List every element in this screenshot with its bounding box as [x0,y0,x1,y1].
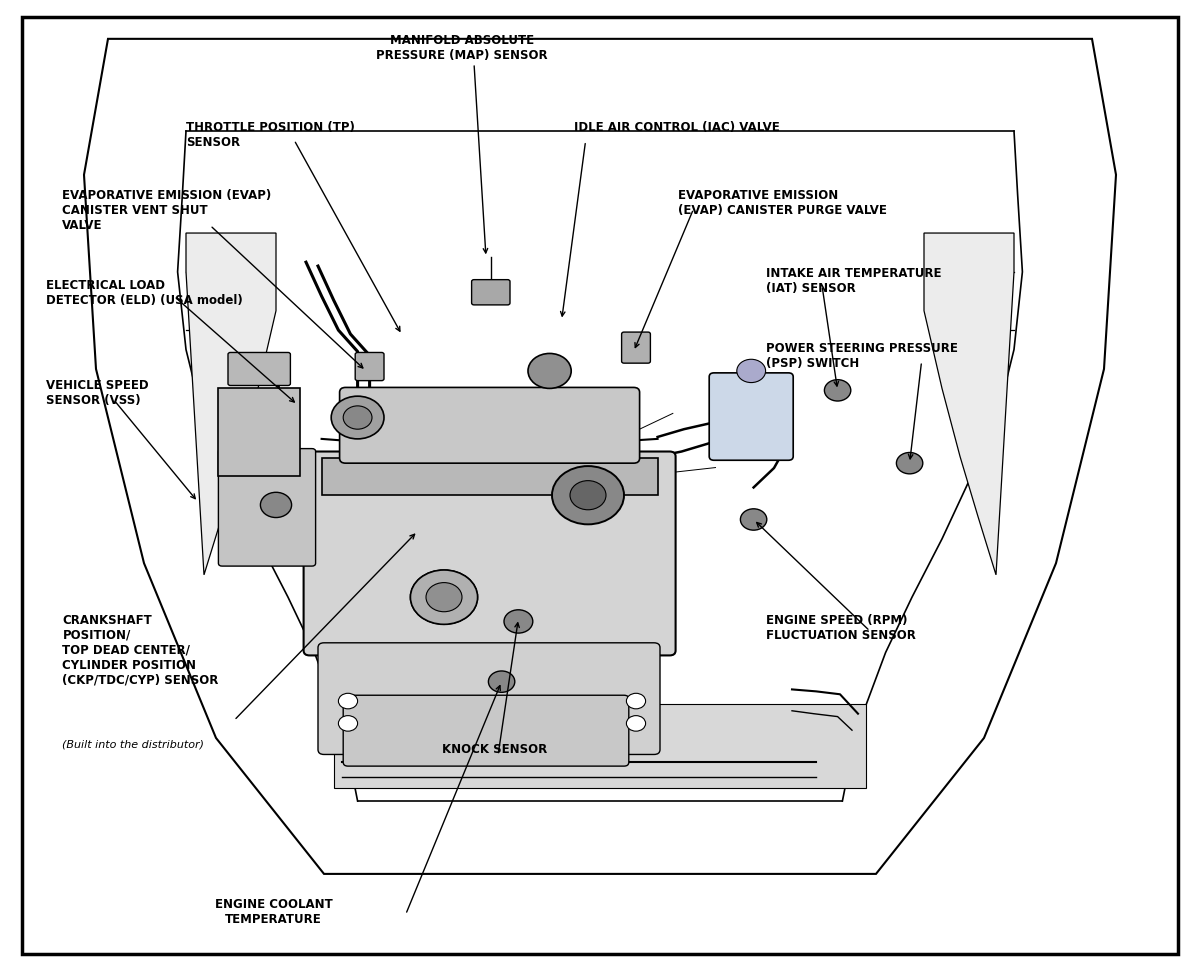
Polygon shape [322,458,658,495]
Text: VEHICLE SPEED
SENSOR (VSS): VEHICLE SPEED SENSOR (VSS) [46,379,149,407]
Text: ENGINE COOLANT
TEMPERATURE: ENGINE COOLANT TEMPERATURE [215,898,332,926]
Text: CRANKSHAFT
POSITION/
TOP DEAD CENTER/
CYLINDER POSITION
(CKP/TDC/CYP) SENSOR: CRANKSHAFT POSITION/ TOP DEAD CENTER/ CY… [62,614,218,686]
Circle shape [824,380,851,401]
Text: KNOCK SENSOR: KNOCK SENSOR [442,743,547,755]
Circle shape [331,396,384,439]
Circle shape [570,481,606,510]
Circle shape [488,671,515,692]
FancyBboxPatch shape [355,352,384,381]
FancyBboxPatch shape [709,373,793,460]
Circle shape [626,693,646,709]
Polygon shape [186,233,276,575]
Circle shape [260,492,292,518]
Text: MANIFOLD ABSOLUTE
PRESSURE (MAP) SENSOR: MANIFOLD ABSOLUTE PRESSURE (MAP) SENSOR [376,34,548,62]
Polygon shape [84,39,1116,874]
Circle shape [528,353,571,388]
Polygon shape [334,704,866,788]
Polygon shape [924,233,1014,575]
Text: (Built into the distributor): (Built into the distributor) [62,740,204,750]
Circle shape [896,452,923,474]
FancyBboxPatch shape [343,695,629,766]
Circle shape [626,716,646,731]
Circle shape [737,359,766,383]
Text: EVAPORATIVE EMISSION (EVAP)
CANISTER VENT SHUT
VALVE: EVAPORATIVE EMISSION (EVAP) CANISTER VEN… [62,189,271,232]
Text: THROTTLE POSITION (TP)
SENSOR: THROTTLE POSITION (TP) SENSOR [186,121,355,150]
FancyBboxPatch shape [622,332,650,363]
Text: INTAKE AIR TEMPERATURE
(IAT) SENSOR: INTAKE AIR TEMPERATURE (IAT) SENSOR [766,267,941,295]
Circle shape [426,583,462,612]
Circle shape [343,406,372,429]
Circle shape [504,610,533,633]
Circle shape [552,466,624,524]
FancyBboxPatch shape [228,352,290,385]
Text: ENGINE SPEED (RPM)
FLUCTUATION SENSOR: ENGINE SPEED (RPM) FLUCTUATION SENSOR [766,614,916,642]
Circle shape [338,716,358,731]
Text: POWER STEERING PRESSURE
(PSP) SWITCH: POWER STEERING PRESSURE (PSP) SWITCH [766,342,958,370]
FancyBboxPatch shape [472,280,510,305]
Bar [218,388,300,476]
FancyBboxPatch shape [340,387,640,463]
Text: ELECTRICAL LOAD
DETECTOR (ELD) (USA model): ELECTRICAL LOAD DETECTOR (ELD) (USA mode… [46,279,242,307]
Circle shape [338,693,358,709]
Circle shape [740,509,767,530]
FancyBboxPatch shape [304,452,676,655]
Circle shape [410,570,478,624]
FancyBboxPatch shape [218,449,316,566]
FancyBboxPatch shape [318,643,660,754]
Text: EVAPORATIVE EMISSION
(EVAP) CANISTER PURGE VALVE: EVAPORATIVE EMISSION (EVAP) CANISTER PUR… [678,189,887,218]
Text: IDLE AIR CONTROL (IAC) VALVE: IDLE AIR CONTROL (IAC) VALVE [574,121,779,134]
